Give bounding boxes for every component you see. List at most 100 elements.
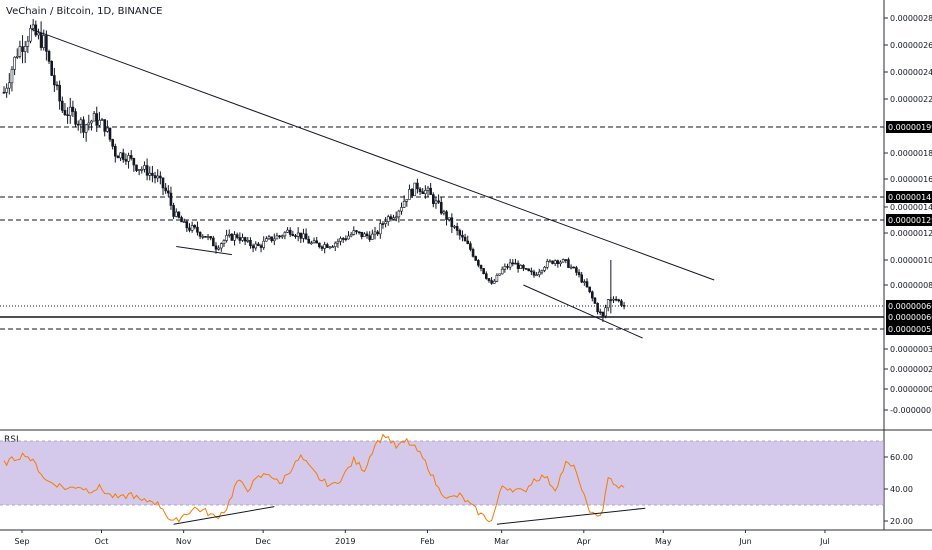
candle-body xyxy=(198,231,202,237)
time-tick-label: 2019 xyxy=(335,537,355,546)
candle-body xyxy=(280,235,284,238)
candle-body xyxy=(328,246,332,249)
candle-body xyxy=(288,229,292,235)
candle-body xyxy=(612,298,615,301)
candle-body xyxy=(267,236,271,239)
candle-body xyxy=(84,124,88,133)
candle-body xyxy=(76,123,80,126)
candle-body xyxy=(461,234,464,238)
candle-body xyxy=(204,236,207,238)
candle-body xyxy=(620,300,623,306)
candle-body xyxy=(90,120,93,124)
candle-body xyxy=(323,244,326,249)
candle-body xyxy=(474,256,478,261)
candle-body xyxy=(569,266,573,269)
time-tick-label: Mar xyxy=(494,537,510,546)
candle-body xyxy=(519,264,523,269)
candle-body xyxy=(580,274,584,283)
candle-body xyxy=(8,82,11,89)
candle-body xyxy=(315,240,319,244)
candle-body xyxy=(336,241,340,244)
candle-body xyxy=(114,146,117,157)
candle-body xyxy=(259,245,263,248)
candle-body xyxy=(153,175,157,179)
candle-body xyxy=(368,235,372,240)
candle-body xyxy=(532,271,536,276)
candle-body xyxy=(294,235,297,238)
candle-body xyxy=(524,268,528,270)
candle-body xyxy=(371,233,374,240)
candle-body xyxy=(254,243,258,249)
candle-body xyxy=(71,106,75,112)
chart-title: VeChain / Bitcoin, 1D, BINANCE xyxy=(6,6,163,17)
candle-body xyxy=(196,226,199,233)
candle-body xyxy=(92,113,96,122)
candle-body xyxy=(333,242,337,248)
candle-body xyxy=(355,230,358,233)
candle-body xyxy=(347,235,350,240)
candle-body xyxy=(98,119,101,126)
candle-body xyxy=(60,100,64,111)
candle-body xyxy=(384,221,387,224)
candle-body xyxy=(376,231,379,235)
candle-body xyxy=(389,216,393,220)
candle-body xyxy=(622,305,626,307)
candle-body xyxy=(363,233,366,238)
candle-body xyxy=(2,91,6,94)
price-tag-label: 0.00000129 xyxy=(888,216,932,225)
candle-body xyxy=(132,158,136,166)
candle-body xyxy=(596,303,599,313)
candle-body xyxy=(212,237,215,247)
candle-body xyxy=(386,216,390,222)
rsi-divergence-line xyxy=(496,507,646,525)
candle-body xyxy=(397,210,401,218)
candle-body xyxy=(291,234,295,237)
candle-body xyxy=(185,221,189,229)
candle-body xyxy=(445,211,448,220)
candle-body xyxy=(188,227,191,231)
price-tag-label: 0.00000066 xyxy=(888,302,932,311)
candle-body xyxy=(516,262,520,269)
price-tick-label: 0.00000005 xyxy=(890,385,932,394)
time-tick-label: Apr xyxy=(577,537,592,546)
candle-body xyxy=(572,266,576,269)
candle-body xyxy=(217,247,220,250)
candle-body xyxy=(164,187,167,192)
candle-body xyxy=(299,232,303,239)
candle-body xyxy=(225,235,228,241)
price-tag-label: 0.00000199 xyxy=(888,123,932,132)
candle-body xyxy=(585,281,589,288)
price-tick-label: -0.00000011 xyxy=(890,406,932,415)
channel-trendline xyxy=(523,284,643,339)
candle-body xyxy=(270,236,273,242)
candle-body xyxy=(108,127,112,140)
rsi-tick-label: 20.00 xyxy=(890,517,913,526)
price-tag-label: 0.00000057 xyxy=(888,325,932,334)
candle-body xyxy=(466,240,470,244)
candle-body xyxy=(209,236,212,239)
support-trendline xyxy=(176,246,232,256)
price-tag-box xyxy=(886,311,932,323)
candle-body xyxy=(58,85,61,102)
candle-body xyxy=(413,182,417,197)
candle-body xyxy=(402,200,406,208)
candle-body xyxy=(527,268,531,272)
rsi-line xyxy=(3,433,625,523)
candle-body xyxy=(548,260,552,263)
candle-body xyxy=(265,238,268,242)
candle-body xyxy=(230,233,234,241)
candle-body xyxy=(100,119,104,121)
candle-body xyxy=(508,262,512,268)
candle-body xyxy=(307,238,311,244)
candle-body xyxy=(564,259,568,261)
candle-body xyxy=(145,165,149,176)
candle-body xyxy=(26,40,30,47)
candle-body xyxy=(479,264,483,269)
candle-body xyxy=(296,232,300,237)
candle-body xyxy=(249,240,252,247)
